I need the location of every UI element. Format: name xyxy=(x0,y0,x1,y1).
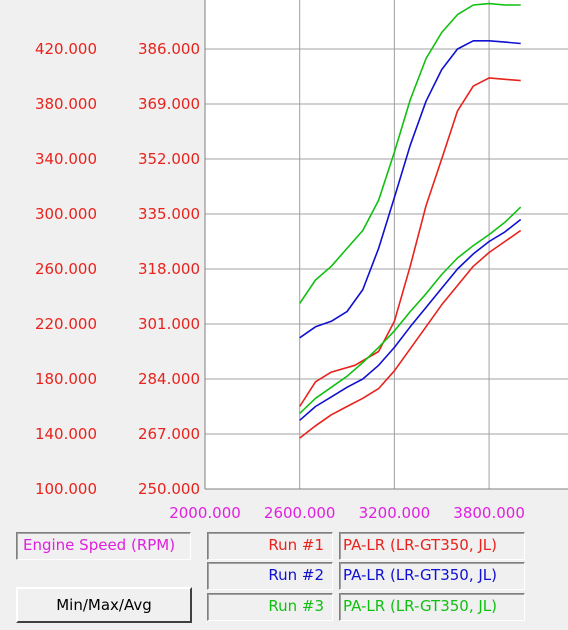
y-tick-label-secondary: 250.000 xyxy=(138,480,200,498)
x-tick-label: 2000.000 xyxy=(169,504,241,522)
run-1-label: Run #1 xyxy=(207,532,333,560)
x-tick-label: 3800.000 xyxy=(453,504,525,522)
y-tick-label-primary: 100.000 xyxy=(35,480,97,498)
grid xyxy=(204,0,568,490)
dyno-chart: 100.000 140.000 180.000 220.000 260.000 300.0… xyxy=(35,0,568,522)
primary-y-axis: 100.000 140.000 180.000 220.000 260.000 300.0… xyxy=(35,0,97,498)
y-tick-label-primary: 260.000 xyxy=(35,260,97,278)
run-3-description: PA-LR (LR-GT350, JL) xyxy=(339,593,525,621)
y-tick-label-secondary: 318.000 xyxy=(138,260,200,278)
y-tick-label-secondary: 284.000 xyxy=(138,370,200,388)
y-tick-label-secondary: 369.000 xyxy=(138,95,200,113)
x-axis-label: Engine Speed (RPM) xyxy=(16,532,191,560)
series-line-run1-upper xyxy=(299,77,521,407)
run-1-description: PA-LR (LR-GT350, JL) xyxy=(339,532,525,560)
secondary-y-axis: 250.000 267.000 284.000 301.000 318.000 335.0… xyxy=(138,0,200,498)
y-tick-label-secondary: 352.000 xyxy=(138,150,200,168)
y-tick-label-secondary: 267.000 xyxy=(138,425,200,443)
y-tick-label-primary: 300.000 xyxy=(35,205,97,223)
y-tick-label-primary: 220.000 xyxy=(35,315,97,333)
y-tick-label-secondary: 403.000 xyxy=(138,0,200,3)
min-max-avg-button[interactable]: Min/Max/Avg xyxy=(16,587,192,623)
y-tick-label-primary: 180.000 xyxy=(35,370,97,388)
x-axis: 2000.000 2600.000 3200.000 3800.000 xyxy=(169,504,525,522)
series-line-run2-lower xyxy=(299,218,522,421)
x-tick-label: 2600.000 xyxy=(264,504,336,522)
y-tick-label-primary: 420.000 xyxy=(35,40,97,58)
x-tick-label: 3200.000 xyxy=(359,504,431,522)
y-tick-label-primary: 380.000 xyxy=(35,95,97,113)
series-line-run3-upper xyxy=(299,2,521,304)
y-tick-label-primary: 460.000 xyxy=(35,0,97,3)
y-tick-label-secondary: 335.000 xyxy=(138,205,200,223)
run-3-label: Run #3 xyxy=(207,593,333,621)
y-tick-label-primary: 140.000 xyxy=(35,425,97,443)
y-tick-label-secondary: 386.000 xyxy=(138,40,200,58)
y-tick-label-primary: 340.000 xyxy=(35,150,97,168)
y-tick-label-secondary: 301.000 xyxy=(138,315,200,333)
series-line-run2-upper xyxy=(299,39,521,339)
series-line-run1-lower xyxy=(299,229,522,439)
run-2-label: Run #2 xyxy=(207,562,333,590)
series-lines xyxy=(299,2,522,439)
series-line-run3-lower xyxy=(299,206,522,414)
plot-area xyxy=(205,0,568,489)
run-2-description: PA-LR (LR-GT350, JL) xyxy=(339,562,525,590)
